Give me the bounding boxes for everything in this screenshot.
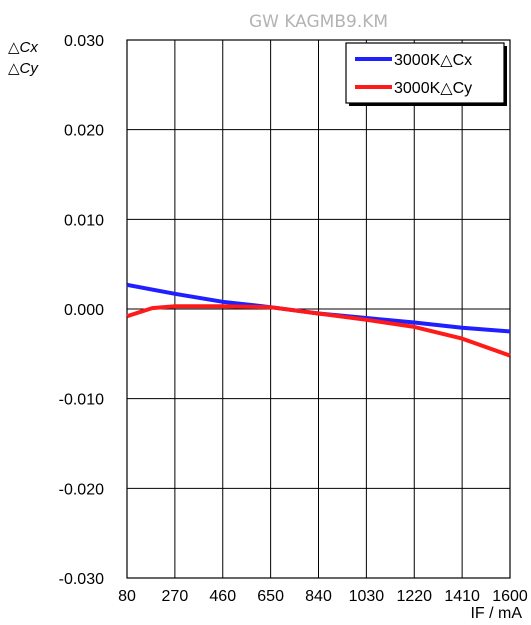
y-tick-label: 0.020 <box>64 123 104 140</box>
y-tick-label: 0.030 <box>64 33 104 50</box>
legend-entry: 3000K△Cy <box>394 80 472 97</box>
x-tick-label: 1030 <box>349 588 385 605</box>
x-tick-label: 1600 <box>492 588 528 605</box>
x-tick-label: 1220 <box>396 588 432 605</box>
y-axis-label: △Cx △Cy <box>8 39 39 77</box>
x-tick-label: 650 <box>257 588 284 605</box>
x-tick-label: 1410 <box>444 588 480 605</box>
legend: 3000K△Cx 3000K△Cy <box>345 42 507 106</box>
y-tick-label: 0.010 <box>64 212 104 229</box>
x-axis-label: IF / mA <box>470 605 522 622</box>
x-tick-labels: 80 270 460 650 840 1030 1220 1410 1600 <box>118 588 528 605</box>
x-tick-label: 80 <box>118 588 136 605</box>
series-line-2 <box>126 304 511 358</box>
y-tick-label: -0.030 <box>59 571 104 588</box>
y-axis-label-line: △Cx <box>8 39 38 56</box>
x-tick-label: 460 <box>209 588 236 605</box>
chart-title: GW KAGMB9.KM <box>249 12 388 32</box>
y-tick-labels: -0.030 -0.020 -0.010 0.000 0.010 0.020 0.030 <box>59 33 104 588</box>
x-tick-label: 270 <box>162 588 189 605</box>
y-tick-label: -0.020 <box>59 481 104 498</box>
legend-box <box>345 42 505 104</box>
y-tick-label: -0.010 <box>59 392 104 409</box>
y-axis-label-line: △Cy <box>8 60 39 77</box>
grid <box>126 39 511 579</box>
legend-entry: 3000K△Cx <box>394 52 472 69</box>
series-lines <box>126 282 511 358</box>
y-tick-label: 0.000 <box>64 302 104 319</box>
x-tick-label: 840 <box>305 588 332 605</box>
